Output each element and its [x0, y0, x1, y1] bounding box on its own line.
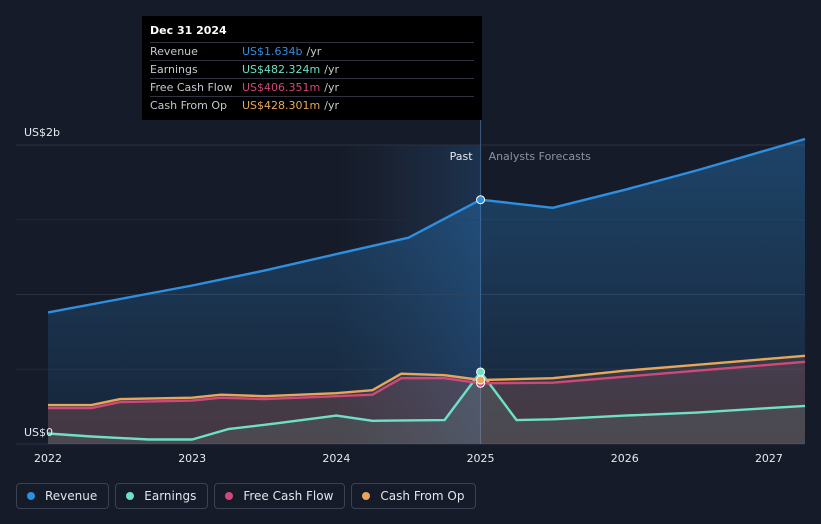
y-axis-label-top: US$2b — [24, 126, 60, 139]
tooltip-row-label: Cash From Op — [150, 99, 228, 112]
tooltip-row-value: US$406.351m — [242, 81, 321, 94]
legend-dot-icon — [27, 492, 35, 500]
tooltip-row-value: US$482.324m — [242, 63, 321, 76]
tooltip-row-label: Earnings — [150, 63, 198, 76]
y-axis-label-bottom: US$0 — [24, 426, 53, 439]
tooltip-row: Cash From Op US$428.301m/yr — [150, 96, 474, 114]
x-tick-label: 2025 — [467, 452, 495, 465]
chart-area: US$2b US$0 Past Analysts Forecasts 2022 2023 2… — [16, 120, 806, 465]
tooltip-row-unit: /yr — [306, 45, 322, 58]
legend-item-earnings[interactable]: Earnings — [115, 483, 209, 509]
legend-item-cash-from-op[interactable]: Cash From Op — [351, 483, 477, 509]
forecast-label: Analysts Forecasts — [489, 150, 592, 163]
legend-dot-icon — [126, 492, 135, 500]
legend-label: Free Cash Flow — [243, 489, 334, 503]
series-area-free-cash-flow — [48, 361, 805, 444]
series-area-earnings — [48, 371, 805, 444]
x-tick-label: 2026 — [611, 452, 639, 465]
chart-legend: Revenue Earnings Free Cash Flow Cash From O… — [16, 483, 477, 509]
series-area-revenue — [48, 139, 805, 444]
x-tick-label: 2027 — [755, 452, 783, 465]
past-label: Past — [450, 150, 474, 163]
highlight-point-cash-from-op — [476, 375, 486, 385]
tooltip-row-label: Revenue — [150, 45, 198, 58]
highlight-point-revenue — [476, 195, 486, 205]
tooltip-row: Earnings US$482.324m/yr — [150, 60, 474, 78]
highlight-point-earnings — [476, 367, 486, 377]
series-line-revenue — [47, 137, 806, 314]
tooltip-row-value: US$1.634b — [242, 45, 303, 58]
tooltip-row-unit: /yr — [324, 99, 339, 112]
legend-dot-icon — [225, 492, 234, 500]
tooltip-row-unit: /yr — [324, 81, 339, 94]
tooltip-row-unit: /yr — [324, 63, 339, 76]
data-tooltip: Dec 31 2024 Revenue US$1.634b/yr Earnings U… — [142, 16, 482, 120]
x-tick-label: 2022 — [34, 452, 62, 465]
x-tick-label: 2023 — [178, 452, 206, 465]
tooltip-date: Dec 31 2024 — [150, 24, 227, 37]
legend-label: Earnings — [144, 489, 197, 503]
tooltip-row-label: Free Cash Flow — [150, 81, 233, 94]
legend-dot-icon — [362, 492, 371, 500]
tooltip-row: Revenue US$1.634b/yr — [150, 42, 474, 60]
tooltip-row: Free Cash Flow US$406.351m/yr — [150, 78, 474, 96]
series-line-cash-from-op — [48, 354, 806, 407]
series-line-earnings — [47, 370, 806, 441]
x-tick-label: 2024 — [322, 452, 350, 465]
legend-label: Cash From Op — [380, 489, 465, 503]
series-line-free-cash-flow — [48, 360, 806, 410]
legend-item-free-cash-flow[interactable]: Free Cash Flow — [214, 483, 346, 509]
legend-item-revenue[interactable]: Revenue — [16, 483, 110, 509]
legend-label: Revenue — [45, 489, 98, 503]
tooltip-row-value: US$428.301m — [242, 99, 321, 112]
